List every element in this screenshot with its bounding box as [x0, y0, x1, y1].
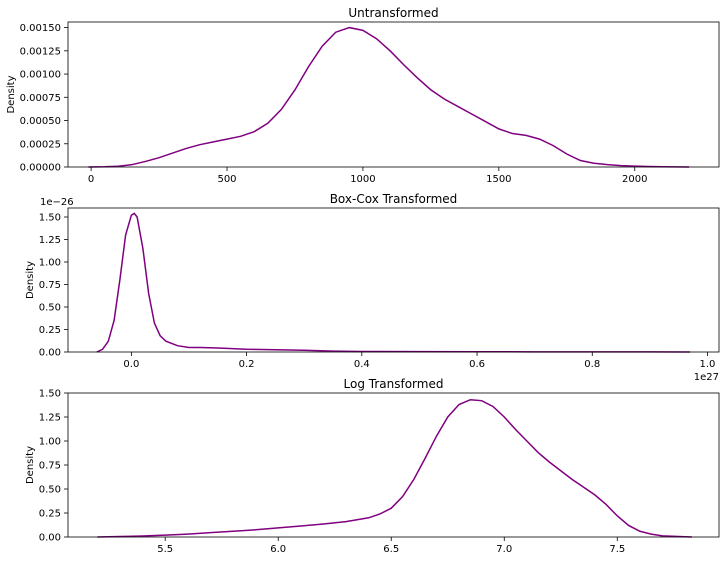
x-tick-label: 7.5 — [609, 544, 625, 555]
chart-panel-1: Untransformed 0 500 1000 1500 2000 0.00000 0.00… — [6, 6, 720, 185]
y-axis-label: Density — [25, 261, 36, 299]
y-tick-label: 0.50 — [39, 485, 61, 496]
x-tick-label: 0.8 — [584, 359, 600, 370]
y-tick-label: 0.00075 — [20, 93, 61, 104]
plot-frame — [67, 392, 720, 538]
y-tick-label: 0.00150 — [20, 23, 61, 34]
y-tick-label: 0.50 — [39, 303, 61, 314]
x-offset-label: 1e27 — [694, 372, 719, 383]
y-tick-label: 0.00125 — [20, 46, 61, 57]
x-tick-label: 5.5 — [157, 544, 173, 555]
x-tick-label: 0.0 — [123, 359, 139, 370]
x-tick-label: 500 — [217, 174, 236, 185]
chart-panel-2: Box-Cox Transformed 0.0 0.2 0.4 0.6 0.8 1.0 0.0… — [25, 192, 720, 383]
x-tick-label: 0.6 — [469, 359, 485, 370]
y-tick-label: 1.50 — [39, 389, 61, 400]
y-tick-label: 0.75 — [39, 280, 61, 291]
x-tick-label: 1.0 — [700, 359, 716, 370]
chart-title: Box-Cox Transformed — [330, 192, 458, 206]
y-tick-label: 0.25 — [39, 325, 61, 336]
x-tick-label: 7.0 — [496, 544, 512, 555]
density-curve — [96, 212, 691, 353]
y-offset-label: 1e−26 — [40, 197, 74, 208]
density-curve — [97, 398, 692, 538]
y-tick-label: 1.00 — [39, 437, 61, 448]
y-axis-label: Density — [6, 75, 17, 113]
y-tick-label: 1.50 — [39, 213, 61, 224]
y-tick-label: 0.00050 — [20, 116, 61, 127]
y-tick-label: 1.25 — [39, 235, 61, 246]
y-tick-label: 0.00025 — [20, 139, 61, 150]
plot-frame — [67, 207, 720, 353]
x-tick-label: 0.4 — [354, 359, 370, 370]
y-tick-label: 0.75 — [39, 461, 61, 472]
y-tick-label: 0.00100 — [20, 70, 61, 81]
chart-title: Log Transformed — [344, 377, 444, 391]
x-tick-label: 6.0 — [270, 544, 286, 555]
y-tick-label: 0.25 — [39, 509, 61, 520]
x-tick-label: 0.2 — [239, 359, 255, 370]
y-tick-label: 0.00000 — [20, 163, 61, 174]
chart-title: Untransformed — [348, 6, 438, 20]
density-curve — [88, 26, 690, 168]
plot-frame — [67, 21, 720, 168]
y-axis-label: Density — [25, 446, 36, 484]
x-tick-label: 1500 — [486, 174, 511, 185]
x-tick-label: 2000 — [622, 174, 647, 185]
x-tick-label: 0 — [88, 174, 94, 185]
y-tick-label: 1.00 — [39, 258, 61, 269]
x-tick-label: 6.5 — [383, 544, 399, 555]
y-tick-label: 0.00 — [39, 533, 61, 544]
y-tick-label: 1.25 — [39, 413, 61, 424]
chart-panel-3: Log Transformed 5.5 6.0 6.5 7.0 7.5 0.00 0.25 0.… — [25, 377, 720, 555]
x-tick-label: 1000 — [350, 174, 375, 185]
y-tick-label: 0.00 — [39, 348, 61, 359]
